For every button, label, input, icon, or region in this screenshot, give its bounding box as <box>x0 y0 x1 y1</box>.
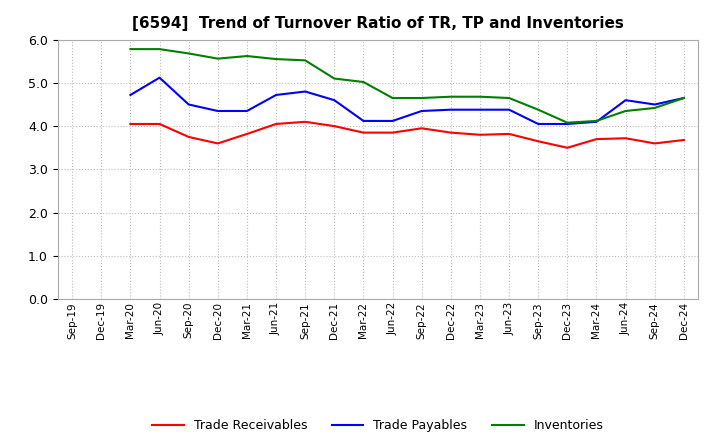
Trade Receivables <box>156 121 164 127</box>
Trade Payables <box>563 121 572 127</box>
Inventories <box>156 47 164 52</box>
Trade Receivables <box>126 121 135 127</box>
Trade Receivables <box>563 145 572 150</box>
Inventories <box>505 95 513 101</box>
Inventories <box>476 94 485 99</box>
Trade Receivables <box>388 130 397 135</box>
Trade Receivables <box>301 119 310 125</box>
Trade Payables <box>418 108 426 114</box>
Inventories <box>330 76 338 81</box>
Inventories <box>243 53 251 59</box>
Trade Receivables <box>534 139 543 144</box>
Trade Payables <box>388 118 397 124</box>
Trade Receivables <box>418 126 426 131</box>
Trade Payables <box>271 92 280 98</box>
Trade Payables <box>301 89 310 94</box>
Trade Payables <box>650 102 659 107</box>
Inventories <box>446 94 455 99</box>
Line: Trade Payables: Trade Payables <box>130 78 684 124</box>
Trade Receivables <box>650 141 659 146</box>
Inventories <box>680 95 688 101</box>
Trade Payables <box>126 92 135 98</box>
Trade Receivables <box>680 137 688 143</box>
Trade Payables <box>446 107 455 112</box>
Inventories <box>650 105 659 110</box>
Inventories <box>301 58 310 63</box>
Trade Payables <box>505 107 513 112</box>
Legend: Trade Receivables, Trade Payables, Inventories: Trade Receivables, Trade Payables, Inven… <box>148 414 608 437</box>
Trade Payables <box>184 102 193 107</box>
Trade Payables <box>680 95 688 101</box>
Inventories <box>213 56 222 61</box>
Trade Receivables <box>213 141 222 146</box>
Trade Receivables <box>446 130 455 135</box>
Trade Payables <box>359 118 368 124</box>
Trade Payables <box>592 119 600 125</box>
Trade Payables <box>534 121 543 127</box>
Trade Receivables <box>271 121 280 127</box>
Inventories <box>592 118 600 124</box>
Trade Receivables <box>476 132 485 137</box>
Trade Payables <box>213 108 222 114</box>
Trade Payables <box>621 98 630 103</box>
Inventories <box>388 95 397 101</box>
Trade Receivables <box>330 124 338 129</box>
Inventories <box>126 47 135 52</box>
Line: Inventories: Inventories <box>130 49 684 123</box>
Inventories <box>184 51 193 56</box>
Trade Receivables <box>184 134 193 139</box>
Title: [6594]  Trend of Turnover Ratio of TR, TP and Inventories: [6594] Trend of Turnover Ratio of TR, TP… <box>132 16 624 32</box>
Trade Receivables <box>243 131 251 136</box>
Line: Trade Receivables: Trade Receivables <box>130 122 684 148</box>
Trade Receivables <box>359 130 368 135</box>
Trade Receivables <box>505 131 513 136</box>
Inventories <box>621 108 630 114</box>
Inventories <box>359 79 368 84</box>
Trade Payables <box>330 98 338 103</box>
Trade Payables <box>476 107 485 112</box>
Inventories <box>418 95 426 101</box>
Trade Payables <box>156 75 164 81</box>
Inventories <box>534 107 543 112</box>
Inventories <box>271 56 280 62</box>
Inventories <box>563 120 572 125</box>
Trade Receivables <box>621 136 630 141</box>
Trade Payables <box>243 108 251 114</box>
Trade Receivables <box>592 136 600 142</box>
